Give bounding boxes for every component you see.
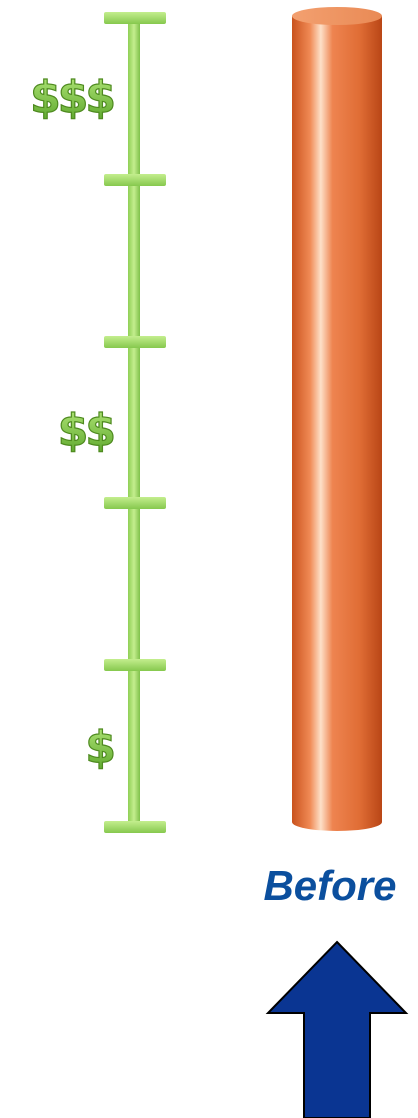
infographic: $$$ $$ $ Before bbox=[0, 0, 418, 1118]
scale-label: $ bbox=[85, 722, 113, 773]
scale-tick bbox=[104, 12, 166, 24]
scale-tick bbox=[104, 336, 166, 348]
scale-tick bbox=[104, 821, 166, 833]
price-scale bbox=[104, 12, 166, 833]
scale-tick bbox=[104, 497, 166, 509]
scale-label: $$ bbox=[58, 405, 114, 456]
caption: Before bbox=[263, 862, 396, 909]
up-arrow bbox=[268, 942, 406, 1118]
scale-bar bbox=[128, 18, 140, 828]
scale-label: $$$ bbox=[30, 72, 113, 123]
scale-tick bbox=[104, 659, 166, 671]
cylinder bbox=[292, 7, 382, 831]
scale-tick bbox=[104, 174, 166, 186]
